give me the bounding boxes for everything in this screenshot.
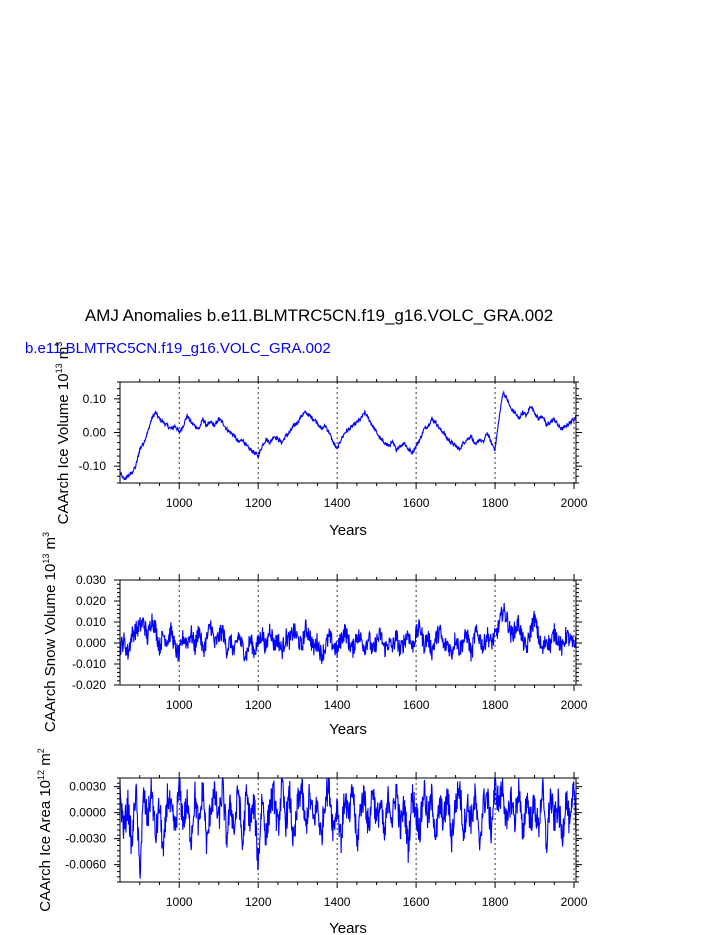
y-tick-label: -0.0030 bbox=[65, 832, 106, 846]
x-tick-label: 1000 bbox=[166, 698, 193, 712]
y-tick-label: -0.0060 bbox=[65, 858, 106, 872]
y-tick-label: -0.010 bbox=[72, 657, 106, 671]
x-tick-label: 2000 bbox=[561, 496, 588, 510]
panel-3: 1000 1200 1400 1600 1800 2000 -0.0060 -0.0030 0.… bbox=[36, 748, 588, 935]
series-line bbox=[119, 602, 577, 665]
x-axis-title: Years bbox=[329, 721, 367, 738]
y-tick-label: 0.000 bbox=[76, 636, 106, 650]
x-tick-label: 1200 bbox=[245, 698, 272, 712]
x-tick-label: 1400 bbox=[324, 895, 351, 909]
y-tick-label: 0.030 bbox=[76, 573, 106, 587]
series-line bbox=[119, 389, 577, 481]
y-tick-label: 0.0030 bbox=[69, 780, 106, 794]
x-tick-label: 1200 bbox=[245, 496, 272, 510]
panel-2: 1000 1200 1400 1600 1800 2000 -0.020 -0.010 0.00… bbox=[41, 532, 588, 738]
x-axis-title: Years bbox=[329, 522, 367, 539]
y-tick-label: 0.010 bbox=[76, 615, 106, 629]
x-tick-label: 2000 bbox=[561, 698, 588, 712]
x-tick-label: 2000 bbox=[561, 895, 588, 909]
x-tick-label: 1600 bbox=[403, 895, 430, 909]
x-tick-label: 1800 bbox=[482, 895, 509, 909]
y-tick-label: -0.020 bbox=[72, 678, 106, 692]
y-axis-title: CAArch Ice Volume 1013 m3 bbox=[54, 342, 72, 525]
series-line bbox=[119, 776, 577, 879]
panel-1: 1000 1200 1400 1600 1800 2000 -0.10 0.00 0.10 Yea… bbox=[54, 342, 588, 539]
plot-frame bbox=[119, 579, 577, 686]
panels: 1000 1200 1400 1600 1800 2000 -0.10 0.00 0.10 Yea… bbox=[36, 342, 588, 935]
y-axis-title: CAArch Ice Area 1012 m2 bbox=[36, 748, 54, 911]
x-tick-label: 1600 bbox=[403, 698, 430, 712]
x-tick-label: 1400 bbox=[324, 496, 351, 510]
x-tick-label: 1000 bbox=[166, 496, 193, 510]
plot-frame bbox=[119, 777, 577, 883]
figure-title: AMJ Anomalies b.e11.BLMTRC5CN.f19_g16.VO… bbox=[85, 306, 553, 325]
x-tick-label: 1000 bbox=[166, 895, 193, 909]
x-tick-label: 1800 bbox=[482, 496, 509, 510]
y-tick-label: 0.0000 bbox=[69, 806, 106, 820]
y-tick-label: 0.10 bbox=[83, 392, 107, 406]
x-tick-label: 1600 bbox=[403, 496, 430, 510]
x-tick-label: 1200 bbox=[245, 895, 272, 909]
y-tick-label: 0.00 bbox=[83, 426, 107, 440]
figure-subtitle: b.e11.BLMTRC5CN.f19_g16.VOLC_GRA.002 bbox=[25, 340, 331, 357]
y-tick-label: -0.10 bbox=[79, 459, 107, 473]
y-axis-title: CAArch Snow Volume 1013 m3 bbox=[41, 532, 59, 732]
x-tick-label: 1400 bbox=[324, 698, 351, 712]
x-axis-title: Years bbox=[329, 920, 367, 935]
x-tick-label: 1800 bbox=[482, 698, 509, 712]
y-tick-label: 0.020 bbox=[76, 594, 106, 608]
